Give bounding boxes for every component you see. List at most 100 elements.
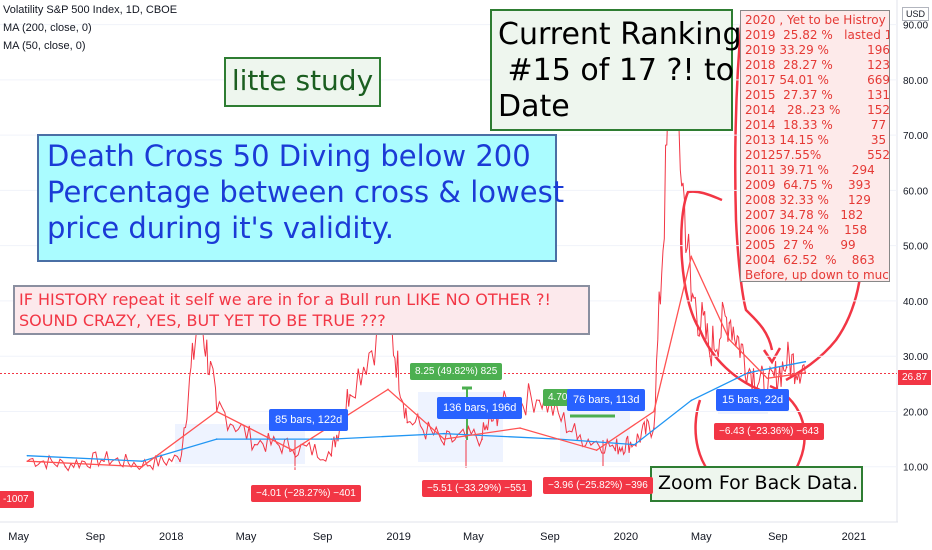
measure-label-6: −5.51 (−33.29%) −551 <box>422 480 532 497</box>
series-point-2 <box>728 338 731 341</box>
current-ranking-note[interactable]: Current Ranking #15 of 17 ?! to Date <box>490 9 742 131</box>
measure-label-5: 136 bars, 196d <box>437 397 523 419</box>
series-point-2 <box>595 449 598 451</box>
series-point-0 <box>64 465 67 468</box>
ma50-legend[interactable]: MA (50, close, 0) <box>3 40 86 52</box>
series-point-1 <box>330 438 333 440</box>
series-point-1 <box>443 432 445 435</box>
measure-label-1: -1007 <box>0 491 34 508</box>
series-line-1 <box>27 361 806 462</box>
series-point-2 <box>519 427 521 429</box>
series-point-0 <box>709 355 711 357</box>
ranking-row: 2015 27.37 % 131 <box>745 88 890 102</box>
currency-badge: USD <box>902 7 930 21</box>
measure-label-2: 85 bars, 122d <box>269 409 349 431</box>
measure-label-9: −3.96 (−25.82%) −396 <box>543 477 653 494</box>
measure-label-3: −4.01 (−28.27%) −401 <box>251 485 361 502</box>
series-point-2 <box>291 449 294 451</box>
ranking-row: 2019 25.82 % lasted 113 <box>745 28 889 42</box>
ranking-row: 2007 34.78 % 182 <box>745 208 864 222</box>
series-point-0 <box>349 394 351 396</box>
x-tick-label: Sep <box>768 531 788 543</box>
series-point-2 <box>653 410 655 413</box>
x-tick-label: 2019 <box>386 531 410 543</box>
series-point-2 <box>387 388 389 391</box>
series-point-2 <box>443 438 445 440</box>
series-point-0 <box>253 443 256 446</box>
price-axis-bg <box>898 0 932 522</box>
series-point-0 <box>576 438 579 440</box>
symbol-title: Volatility S&P 500 Index, 1D, CBOE <box>3 4 178 16</box>
ranking-row: 2017 54.01 % 669 <box>745 73 890 87</box>
ranking-row: 2014 28..23 % 152 <box>745 103 890 117</box>
x-tick-label: Sep <box>85 531 105 543</box>
measure-label-4: 8.25 (49.82%) 825 <box>410 363 503 380</box>
measure-label-7: 4.70 <box>543 389 573 406</box>
measure-label-8: 76 bars, 113d <box>567 389 646 411</box>
ranking-row: 2014 18.33 % 77 <box>745 118 887 132</box>
y-tick-label: 40.00 <box>903 297 928 308</box>
measure-label-10: 15 bars, 22d <box>716 389 790 411</box>
zoom-note[interactable]: Zoom For Back Data. <box>650 466 863 502</box>
series-point-0 <box>614 449 617 451</box>
ranking-row: 2004 62.52 % 863 <box>745 253 875 267</box>
series-point-1 <box>215 438 218 440</box>
ranking-row: 2018 28.27 % 123 <box>745 58 890 72</box>
history-note[interactable]: IF HISTORY repeat it self we are in for … <box>13 285 590 335</box>
ranking-row: 2020 , Yet to be Histroy <box>745 13 886 27</box>
series-point-2 <box>690 255 693 258</box>
x-tick-label: May <box>8 531 29 543</box>
y-tick-label: 60.00 <box>903 186 928 197</box>
x-tick-label: May <box>236 531 257 543</box>
x-tick-label: 2018 <box>159 531 183 543</box>
ranking-list[interactable]: 2020 , Yet to be Histroy 2019 25.82 % las… <box>740 10 890 282</box>
y-tick-label: 90.00 <box>903 21 928 32</box>
freehand-arrowhead <box>762 347 782 365</box>
y-tick-label: 50.00 <box>903 242 928 253</box>
measure-label-11: −6.43 (−23.36%) −643 <box>714 423 824 440</box>
series-point-2 <box>215 410 218 413</box>
ma200-legend[interactable]: MA (200, close, 0) <box>3 22 92 34</box>
ranking-row: 2005 27 % 99 <box>745 238 856 252</box>
series-point-0 <box>785 366 788 369</box>
ranking-row: 2013 14.15 % 35 <box>745 133 887 147</box>
series-point-0 <box>103 460 105 463</box>
y-tick-label: 80.00 <box>903 76 928 87</box>
series-point-1 <box>690 399 693 402</box>
series-point-0 <box>538 399 541 402</box>
x-tick-label: Sep <box>313 531 333 543</box>
y-tick-label: 30.00 <box>903 352 928 363</box>
series-point-0 <box>481 438 483 440</box>
ranking-row: 2008 32.33 % 129 <box>745 193 871 207</box>
series-point-0 <box>690 300 693 302</box>
x-tick-label: May <box>691 531 712 543</box>
series-point-2 <box>141 465 143 468</box>
series-point-1 <box>26 454 29 457</box>
series-point-0 <box>330 454 333 457</box>
y-tick-label: 10.00 <box>903 463 928 474</box>
litte-study-note[interactable]: litte study <box>224 57 381 107</box>
series-point-0 <box>179 460 181 463</box>
x-tick-label: 2021 <box>842 531 866 543</box>
ranking-row: 2019 33.29 % 196 <box>745 43 890 57</box>
ranking-row: 2006 19.24 % 158 <box>745 223 868 237</box>
y-tick-label: 20.00 <box>903 407 928 418</box>
death-cross-note[interactable]: Death Cross 50 Diving below 200 Percenta… <box>37 134 564 262</box>
ranking-row: 201257.55% 552 <box>745 148 890 162</box>
x-tick-label: 2020 <box>614 531 638 543</box>
freehand-arrow-1 <box>680 190 761 392</box>
freehand-arrow-2 <box>734 13 774 351</box>
x-tick-label: May <box>463 531 484 543</box>
series-point-1 <box>804 360 807 363</box>
last-price-tag: 26.87 <box>898 370 932 385</box>
series-point-2 <box>766 377 769 380</box>
series-point-0 <box>406 421 409 424</box>
x-tick-label: Sep <box>540 531 560 543</box>
y-tick-label: 70.00 <box>903 131 928 142</box>
ranking-row: 2009 64.75 % 393 <box>745 178 871 192</box>
ranking-row: Before, up down to much <box>745 268 890 282</box>
series-point-0 <box>443 443 445 446</box>
series-point-1 <box>141 460 143 463</box>
series-point-2 <box>26 460 29 463</box>
